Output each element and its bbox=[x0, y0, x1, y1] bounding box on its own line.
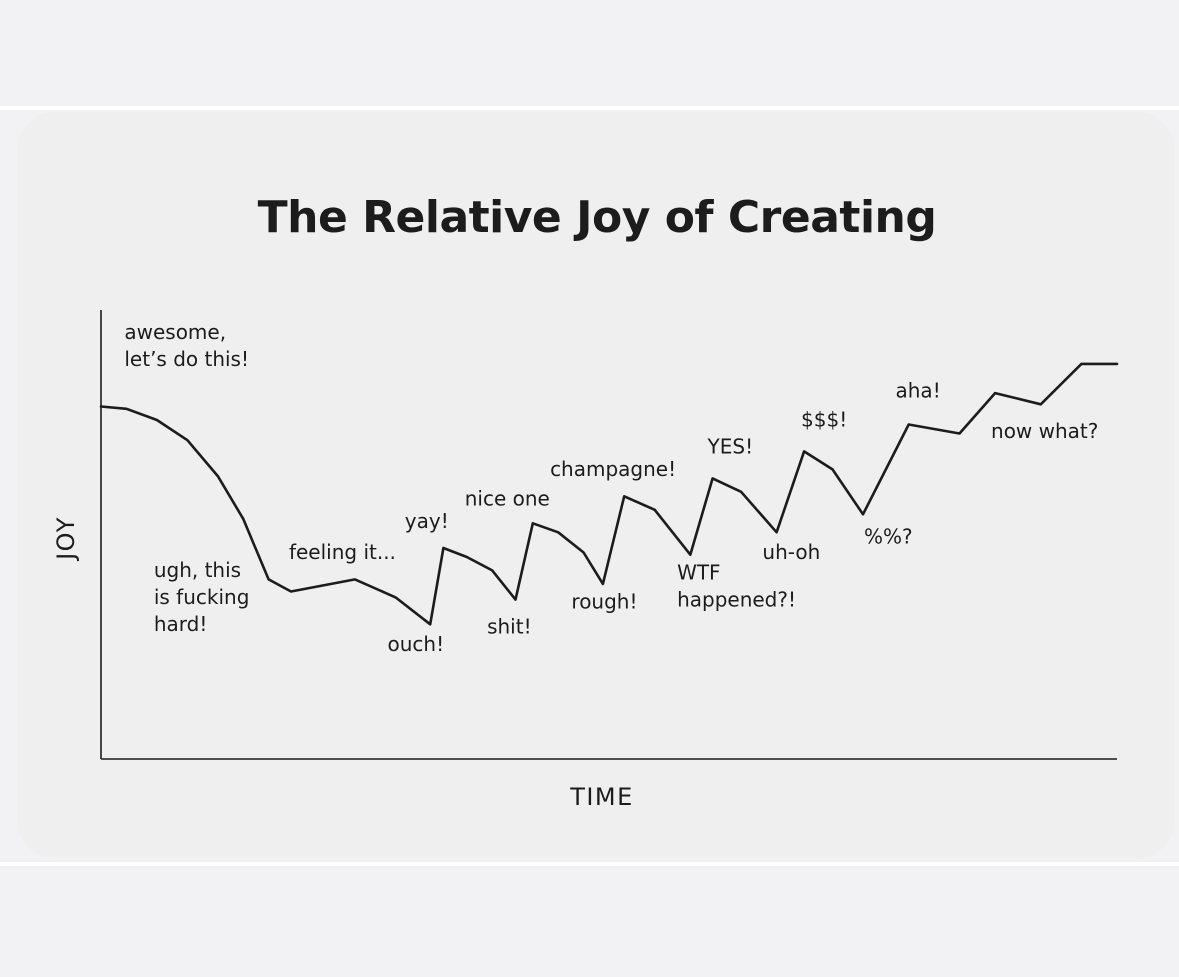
data-point-24 bbox=[776, 532, 777, 533]
annotation-3: yay! bbox=[405, 509, 449, 533]
data-point-22 bbox=[712, 478, 713, 479]
data-point-16 bbox=[558, 532, 559, 533]
annotation-14: %%? bbox=[864, 524, 913, 548]
data-point-10 bbox=[430, 624, 431, 625]
data-point-29 bbox=[959, 433, 960, 434]
chart-card bbox=[18, 112, 1174, 858]
data-point-1 bbox=[126, 408, 127, 409]
data-point-8 bbox=[355, 579, 356, 580]
annotation-7: champagne! bbox=[550, 457, 676, 481]
data-point-31 bbox=[1040, 404, 1041, 405]
data-point-13 bbox=[492, 570, 493, 571]
data-point-21 bbox=[690, 554, 691, 555]
top-band bbox=[0, 0, 1179, 106]
annotation-8: rough! bbox=[571, 590, 637, 614]
annotation-12: uh-oh bbox=[762, 540, 820, 564]
data-point-6 bbox=[268, 579, 269, 580]
data-point-27 bbox=[863, 514, 864, 515]
data-point-17 bbox=[583, 552, 584, 553]
annotation-4: ouch! bbox=[388, 632, 445, 656]
data-point-7 bbox=[290, 591, 291, 592]
data-point-15 bbox=[532, 523, 533, 524]
data-point-14 bbox=[515, 599, 516, 600]
x-axis-label: TIME bbox=[569, 783, 634, 811]
data-point-11 bbox=[443, 547, 444, 548]
chart-title: The Relative Joy of Creating bbox=[258, 192, 937, 243]
data-point-12 bbox=[466, 556, 467, 557]
annotation-5: nice one bbox=[465, 486, 550, 510]
annotation-15: now what? bbox=[991, 419, 1098, 443]
annotation-10: WTF happened?! bbox=[677, 560, 796, 611]
annotation-1: ugh, this is fucking hard! bbox=[154, 558, 250, 636]
data-point-0 bbox=[101, 406, 102, 407]
data-point-23 bbox=[741, 491, 742, 492]
annotation-9: YES! bbox=[707, 435, 754, 459]
data-point-30 bbox=[995, 393, 996, 394]
data-points bbox=[101, 363, 1118, 624]
data-point-28 bbox=[908, 424, 909, 425]
data-point-33 bbox=[1117, 363, 1118, 364]
annotation-6: shit! bbox=[487, 614, 532, 638]
data-point-2 bbox=[156, 420, 157, 421]
data-point-5 bbox=[243, 518, 244, 519]
data-point-25 bbox=[804, 451, 805, 452]
data-point-9 bbox=[395, 597, 396, 598]
annotation-11: $$$! bbox=[801, 408, 847, 432]
data-point-20 bbox=[654, 509, 655, 510]
data-point-4 bbox=[217, 476, 218, 477]
data-point-32 bbox=[1081, 363, 1082, 364]
bottom-band bbox=[0, 866, 1179, 977]
top-divider bbox=[0, 106, 1179, 110]
data-point-3 bbox=[187, 440, 188, 441]
data-point-19 bbox=[624, 496, 625, 497]
data-point-18 bbox=[602, 583, 603, 584]
data-point-26 bbox=[832, 469, 833, 470]
annotation-0: awesome, let’s do this! bbox=[124, 320, 249, 371]
y-axis-label: JOY bbox=[52, 516, 80, 562]
bottom-divider bbox=[0, 862, 1179, 866]
joy-curve-line bbox=[99, 362, 1119, 626]
annotations: awesome, let’s do this! ugh, this is fuckin… bbox=[124, 320, 1098, 656]
annotation-13: aha! bbox=[896, 379, 941, 403]
annotation-2: feeling it... bbox=[289, 540, 396, 564]
